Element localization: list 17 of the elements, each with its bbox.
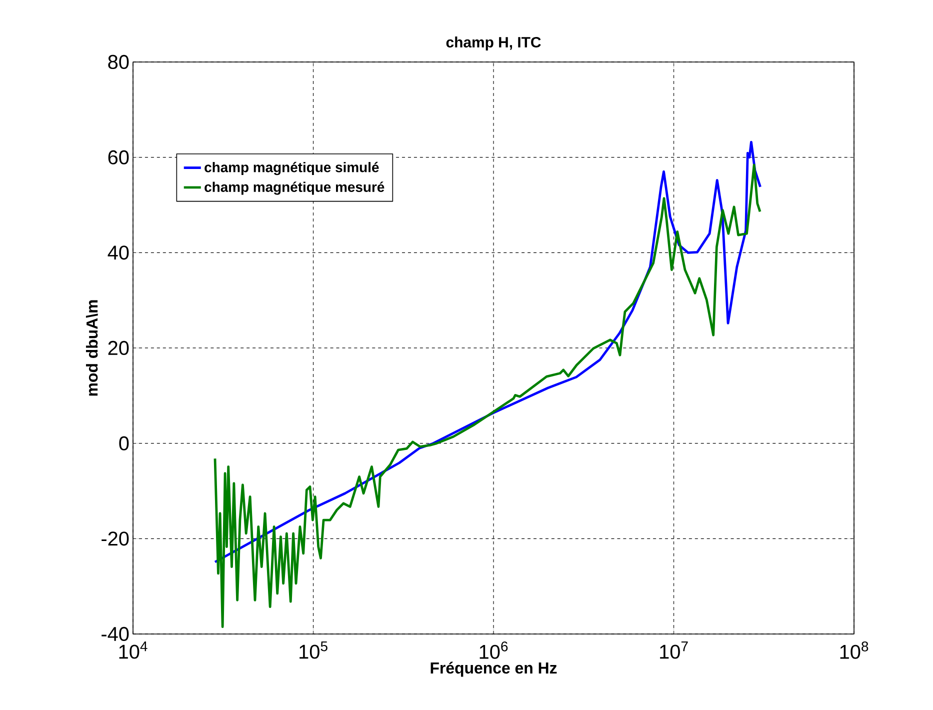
y-tick-label: -40 bbox=[102, 626, 129, 642]
y-tick-label: 40 bbox=[108, 246, 129, 260]
legend-label: champ magnétique simulé bbox=[204, 162, 379, 176]
x-tick-label: 10$^{5}$ bbox=[300, 642, 328, 659]
x-tick-label: 10$^{6}$ bbox=[480, 641, 508, 659]
y-tick-label: 60 bbox=[108, 150, 129, 164]
x-axis-title: Fréquence en Hz bbox=[430, 662, 557, 677]
x-tick-label: 10$^{7}$ bbox=[660, 642, 688, 659]
y-tick-label: 80 bbox=[108, 54, 129, 70]
chart-title: champ H, ITC bbox=[446, 36, 541, 50]
y-tick-label: 20 bbox=[108, 340, 129, 356]
y-tick-label: -20 bbox=[102, 532, 129, 546]
legend-label: champ magnétique mesuré bbox=[204, 182, 384, 195]
y-tick-label: 0 bbox=[119, 436, 129, 450]
x-tick-label: 10$^{8}$ bbox=[840, 641, 868, 659]
y-axis-title: mod dbuA\m bbox=[86, 300, 98, 396]
x-tick-label: 10$^{4}$ bbox=[119, 642, 148, 659]
